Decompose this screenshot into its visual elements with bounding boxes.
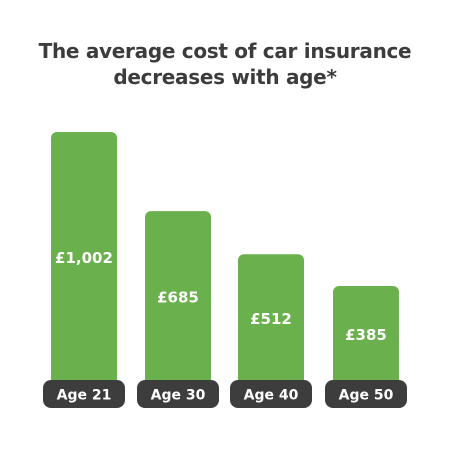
- bar-value-label-0: £1,002: [55, 249, 113, 267]
- chart-title: The average cost of car insurance decrea…: [0, 38, 450, 90]
- bar-0: [51, 132, 117, 388]
- bar-2: [238, 254, 304, 388]
- bar-value-label-1: £685: [157, 289, 199, 307]
- bar-3: [333, 285, 399, 388]
- bar-value-label-2: £512: [250, 310, 292, 328]
- category-pill-2: [230, 380, 312, 408]
- category-pill-3: [325, 380, 407, 408]
- category-pill-1: [137, 380, 219, 408]
- bar-value-label-3: £385: [345, 326, 387, 344]
- category-pill-0: [43, 380, 125, 408]
- bar-1: [145, 211, 211, 388]
- category-label-2: Age 40: [244, 388, 299, 404]
- category-label-0: Age 21: [57, 388, 112, 404]
- category-label-3: Age 50: [339, 388, 394, 404]
- chart-title-line-2: decreases with age*: [113, 65, 337, 89]
- category-label-1: Age 30: [151, 388, 206, 404]
- chart-title-line-1: The average cost of car insurance: [38, 39, 412, 63]
